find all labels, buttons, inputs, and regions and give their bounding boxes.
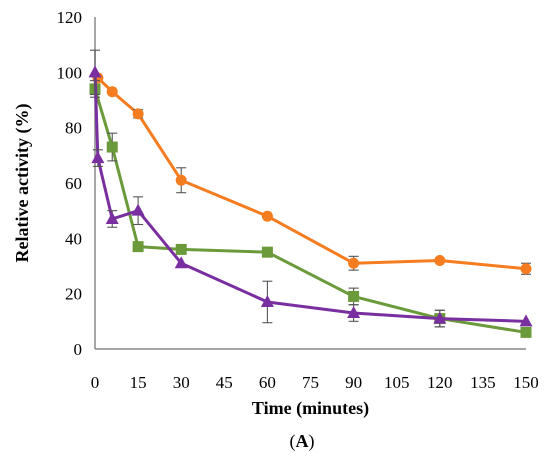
- x-tick-labels: 0 15 30 45 60 75 90 105 120 135 150: [91, 373, 539, 392]
- y-tick-label: 0: [74, 340, 83, 359]
- data-point: [175, 174, 187, 186]
- x-tick-label: 60: [259, 373, 276, 392]
- data-point: [175, 243, 187, 255]
- series-1: [92, 72, 532, 275]
- data-point: [519, 314, 533, 327]
- data-point: [174, 256, 188, 269]
- data-point: [88, 65, 102, 78]
- data-point: [520, 326, 532, 338]
- x-tick-label: 45: [216, 373, 233, 392]
- data-point: [348, 290, 360, 302]
- x-tick-label: 150: [513, 373, 539, 392]
- x-tick-label: 15: [130, 373, 147, 392]
- figure-caption: (A): [290, 431, 315, 452]
- series-line: [96, 76, 527, 271]
- y-tick-label: 100: [57, 63, 83, 82]
- data-point: [261, 210, 273, 222]
- x-tick-label: 135: [470, 373, 496, 392]
- data-point: [433, 311, 447, 324]
- data-point: [260, 294, 274, 307]
- y-tick-label: 20: [65, 285, 82, 304]
- y-tick-labels: 0 20 40 60 80 100 120: [57, 8, 83, 359]
- data-point: [520, 263, 532, 275]
- caption-open: (: [290, 431, 296, 452]
- series-line: [93, 72, 527, 323]
- x-tick-label: 30: [173, 373, 190, 392]
- caption-close: ): [309, 431, 315, 452]
- series-line: [93, 88, 527, 334]
- data-point: [261, 246, 273, 258]
- y-tick-label: 120: [57, 8, 83, 27]
- data-point: [348, 257, 360, 269]
- data-point: [105, 211, 119, 224]
- data-point: [106, 141, 118, 153]
- x-tick-label: 120: [427, 373, 453, 392]
- x-tick-label: 90: [345, 373, 362, 392]
- x-tick-label: 105: [384, 373, 410, 392]
- x-tick-label: 75: [302, 373, 319, 392]
- data-point: [91, 151, 105, 164]
- data-point: [132, 108, 144, 120]
- series-layer: [88, 49, 533, 338]
- caption-letter: A: [296, 431, 309, 451]
- data-point: [132, 241, 144, 253]
- y-axis-title: Relative activity (%): [12, 104, 33, 263]
- x-axis-title: Time (minutes): [252, 398, 369, 419]
- series-2: [89, 80, 532, 338]
- data-point: [106, 86, 118, 98]
- y-tick-label: 40: [65, 229, 82, 248]
- x-tick-label: 0: [91, 373, 100, 392]
- data-point: [347, 306, 361, 319]
- data-point: [131, 203, 145, 216]
- data-point: [434, 254, 446, 266]
- series-3: [88, 49, 533, 328]
- y-tick-label: 60: [65, 174, 82, 193]
- y-tick-label: 80: [65, 119, 82, 138]
